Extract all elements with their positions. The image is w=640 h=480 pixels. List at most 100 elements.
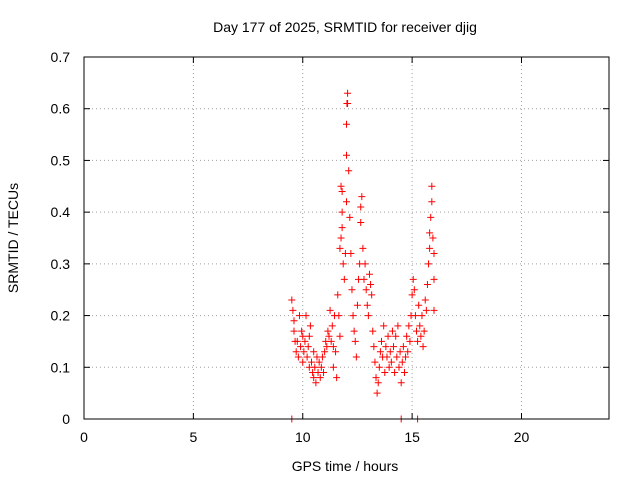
data-point [325, 332, 333, 340]
data-point [390, 343, 398, 351]
data-point [343, 151, 350, 159]
data-point [374, 379, 382, 387]
data-point [349, 312, 357, 320]
data-point [305, 332, 313, 340]
data-point [324, 327, 332, 335]
data-point [326, 306, 334, 314]
data-point [420, 327, 428, 335]
data-point [378, 337, 385, 345]
data-point [327, 337, 335, 345]
data-point [350, 327, 358, 335]
data-point [335, 312, 343, 320]
x-tick-label: 5 [189, 429, 197, 445]
data-point [395, 363, 403, 371]
data-point [399, 343, 407, 351]
data-point [414, 337, 422, 345]
data-point [373, 389, 381, 397]
data-point [429, 234, 437, 242]
data-point [336, 332, 344, 340]
data-points [288, 89, 438, 423]
y-tick-label: 0.1 [51, 359, 71, 375]
data-point [328, 322, 336, 330]
data-point [358, 193, 366, 201]
data-point [292, 348, 300, 356]
y-tick-label: 0.5 [51, 152, 71, 168]
data-point [357, 203, 365, 211]
data-point [380, 322, 388, 330]
data-point [381, 368, 389, 376]
data-point [391, 368, 399, 376]
data-point [403, 332, 411, 340]
data-point [394, 322, 402, 330]
data-point [317, 363, 325, 371]
data-point [383, 353, 391, 361]
data-point [329, 363, 337, 371]
data-point [334, 291, 342, 299]
data-point [402, 353, 410, 361]
data-point [337, 234, 345, 242]
grid-lines [84, 57, 609, 419]
data-point [339, 260, 347, 268]
data-point [351, 337, 359, 345]
data-point [320, 368, 328, 376]
data-point [368, 291, 376, 299]
plot-frame [83, 56, 610, 420]
data-point [415, 301, 423, 309]
data-point [299, 358, 307, 366]
data-point [393, 353, 401, 361]
data-point [398, 358, 406, 366]
data-point [343, 120, 350, 128]
tick-labels: 0 0.1 0.2 0.3 0.4 0.5 0.6 0.7 0 5 10 15 20 [51, 49, 530, 445]
data-point [293, 337, 301, 345]
data-point [333, 374, 341, 382]
data-point [427, 213, 435, 221]
data-point [344, 89, 352, 97]
data-point [298, 327, 306, 335]
data-point [426, 229, 434, 237]
data-point [386, 348, 394, 356]
data-point [411, 312, 419, 320]
data-point [302, 312, 310, 320]
data-point [392, 332, 400, 340]
data-point [346, 213, 354, 221]
y-tick-label: 0.2 [51, 308, 71, 324]
data-point [338, 208, 346, 216]
y-tick-label: 0.7 [51, 49, 71, 65]
data-point [288, 296, 296, 304]
data-point [418, 312, 426, 320]
data-point [315, 358, 323, 366]
data-point [344, 100, 352, 108]
data-point [357, 218, 365, 226]
data-point [321, 348, 329, 356]
data-point [384, 332, 392, 340]
data-point [417, 332, 425, 340]
data-point [382, 343, 390, 351]
data-point [363, 301, 371, 309]
data-point [422, 306, 430, 314]
data-point [347, 250, 355, 258]
data-point [369, 327, 377, 335]
data-point [406, 337, 414, 345]
data-point [370, 343, 378, 351]
data-point [362, 286, 370, 294]
data-point [421, 296, 429, 304]
y-tick-label: 0 [62, 411, 70, 427]
data-point [312, 379, 320, 387]
chart-title: Day 177 of 2025, SRMTID for receiver dji… [213, 19, 477, 35]
data-point [316, 374, 324, 382]
data-point [388, 327, 396, 335]
data-point [289, 306, 297, 314]
data-point [400, 368, 408, 376]
data-point [303, 353, 311, 361]
data-point [340, 275, 348, 283]
data-point [416, 322, 424, 330]
data-point [385, 363, 393, 371]
data-point [367, 281, 375, 289]
data-point [430, 275, 438, 283]
y-tick-label: 0.6 [51, 101, 71, 117]
data-point [343, 198, 350, 206]
data-point [397, 379, 405, 387]
data-point [310, 374, 318, 382]
data-point [359, 244, 367, 252]
